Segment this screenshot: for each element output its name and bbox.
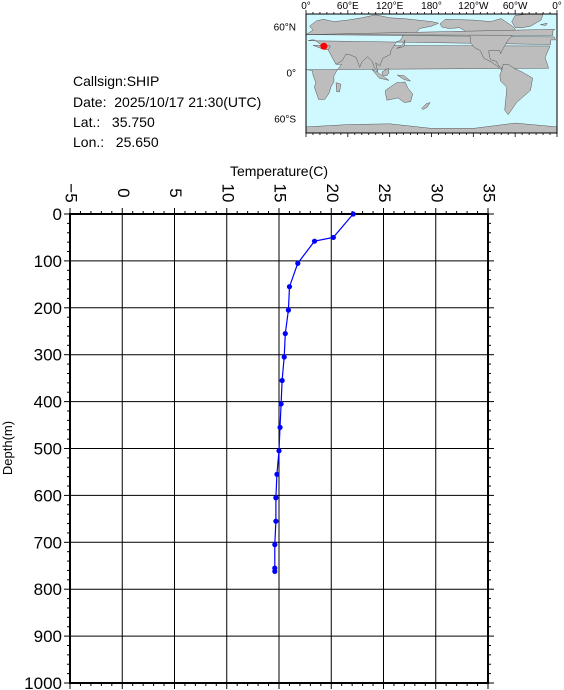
map-lon-label: 120°E — [376, 1, 404, 12]
map-labels: 0° 60°E 120°E 180° 120°W 60°W 0° 60°N 0° 60°S — [274, 1, 562, 125]
map-lat-label: 60°S — [274, 114, 296, 125]
latitude-text: Lat.: 35.750 — [73, 114, 155, 130]
land-polygon — [540, 22, 548, 26]
date-text: Date: 2025/10/17 21:30(UTC) — [73, 94, 262, 110]
land-polygon — [396, 74, 411, 82]
y-tick-label: 500 — [34, 440, 62, 459]
data-point — [311, 238, 318, 244]
land-polygon — [335, 82, 342, 93]
y-tick-label: 400 — [34, 393, 62, 412]
data-point — [278, 401, 284, 407]
data-point — [273, 495, 279, 501]
x-axis-label: Temperature(C) — [230, 163, 328, 179]
x-tick-labels: −5 0 5 10 15 20 25 30 35 — [62, 183, 499, 202]
data-point — [272, 542, 278, 548]
x-tick-label: 0 — [114, 188, 133, 197]
x-tick-label: 20 — [323, 184, 342, 203]
x-tick-label: −5 — [62, 183, 81, 202]
y-tick-labels: 0 100 200 300 400 500 600 700 800 900 1000 — [24, 205, 62, 690]
x-tick-label: 10 — [218, 184, 237, 203]
map-lat-label: 60°N — [274, 23, 296, 34]
land-polygon — [499, 64, 533, 116]
y-tick-label: 1000 — [24, 674, 62, 690]
longitude-text: Lon.: 25.650 — [73, 134, 159, 150]
data-point — [277, 424, 283, 430]
land-polygon — [305, 14, 556, 73]
data-point — [295, 260, 301, 266]
data-point — [282, 330, 288, 337]
x-tick-label: 15 — [271, 184, 290, 203]
y-tick-label: 300 — [34, 346, 62, 365]
data-point — [273, 518, 279, 524]
data-point — [350, 211, 356, 217]
data-point — [281, 354, 287, 360]
map-lat-label: 0° — [286, 69, 296, 80]
x-tick-label: 25 — [375, 184, 394, 203]
world-map: 0° 60°E 120°E 180° 120°W 60°W 0° 60°N 0° 60°S — [274, 1, 562, 137]
chart-grid — [70, 214, 488, 683]
land-polygon — [372, 69, 390, 81]
land-polygon — [381, 67, 390, 77]
y-tick-label: 200 — [34, 299, 62, 318]
y-tick-label: 100 — [34, 252, 62, 271]
map-lon-label: 60°E — [337, 1, 359, 12]
data-point — [276, 448, 282, 454]
temperature-series — [272, 211, 356, 574]
x-tick-label: 30 — [427, 184, 446, 203]
callsign-text: Callsign:SHIP — [73, 73, 160, 89]
data-point — [274, 471, 280, 477]
land-polygon — [385, 81, 413, 103]
map-lon-label: 180° — [421, 1, 442, 12]
y-tick-label: 600 — [34, 486, 62, 505]
land-polygon — [421, 102, 431, 110]
data-point — [330, 234, 336, 241]
station-marker — [320, 42, 328, 50]
y-axis-label: Depth(m) — [0, 421, 15, 475]
map-lon-label: 120°W — [458, 1, 489, 12]
data-point — [279, 377, 285, 384]
data-point — [285, 307, 292, 313]
map-ticks — [305, 10, 558, 137]
y-tick-label: 700 — [34, 533, 62, 552]
land-polygon — [306, 29, 556, 36]
data-point — [272, 568, 278, 574]
y-tick-label: 800 — [34, 580, 62, 599]
map-lon-label: 0° — [552, 1, 562, 12]
x-tick-label: 35 — [480, 184, 499, 203]
y-tick-label: 900 — [34, 627, 62, 646]
x-tick-label: 5 — [166, 188, 185, 197]
land-masses — [305, 13, 558, 134]
profile-line — [274, 213, 354, 572]
map-lon-label: 0° — [301, 1, 311, 12]
data-point — [286, 284, 293, 290]
land-polygon — [396, 39, 406, 49]
y-tick-label: 0 — [53, 205, 62, 224]
map-lon-label: 60°W — [503, 1, 528, 12]
